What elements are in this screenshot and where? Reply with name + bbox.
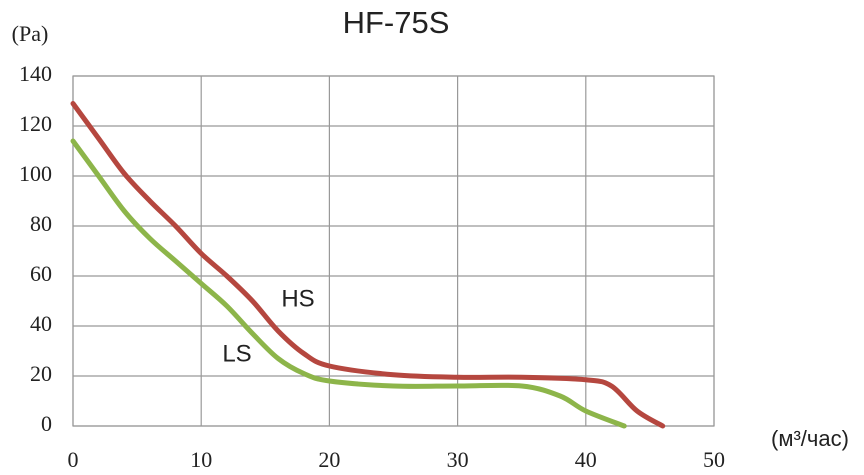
y-tick-label: 40 — [30, 311, 52, 336]
y-tick-label: 100 — [19, 161, 52, 186]
y-tick-label: 120 — [19, 111, 52, 136]
series-label: HS — [281, 285, 314, 312]
y-axis-label: (Pa) — [12, 21, 49, 46]
x-tick-label: 20 — [318, 447, 340, 472]
x-tick-label: 50 — [703, 447, 725, 472]
x-tick-label: 40 — [575, 447, 597, 472]
plot-border — [72, 75, 715, 427]
y-tick-label: 140 — [19, 61, 52, 86]
y-tick-label: 0 — [41, 411, 52, 436]
series-label: LS — [222, 340, 251, 367]
x-axis-label: (м³/час) — [771, 426, 849, 451]
x-tick-label: 10 — [190, 447, 212, 472]
x-tick-label: 0 — [68, 447, 79, 472]
series-line — [70, 138, 627, 429]
x-tick-label: 30 — [447, 447, 469, 472]
chart-title: HF-75S — [343, 5, 450, 40]
y-tick-label: 60 — [30, 261, 52, 286]
y-tick-label: 80 — [30, 211, 52, 236]
series-line — [70, 101, 666, 429]
y-tick-label: 20 — [30, 361, 52, 386]
